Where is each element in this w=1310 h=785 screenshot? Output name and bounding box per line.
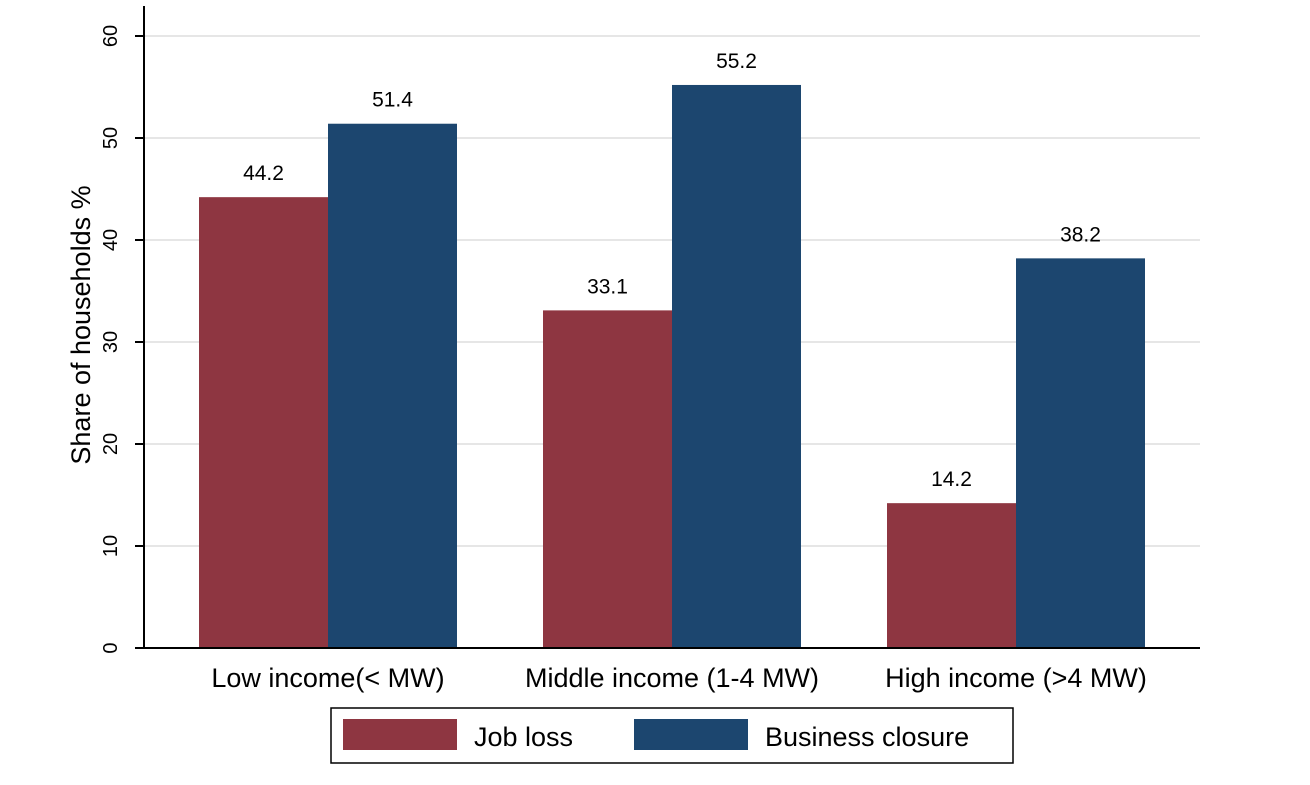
legend-label-business-closure: Business closure (765, 722, 969, 752)
axes (143, 6, 1200, 649)
y-axis-ticks: 0 10 20 30 40 50 60 (100, 25, 144, 654)
data-labels: 44.2 51.4 33.1 55.2 14.2 38.2 (243, 50, 1101, 491)
y-tick-label-0: 0 (100, 642, 122, 653)
y-axis-title: Share of households % (66, 185, 96, 464)
legend: Job loss Business closure (330, 707, 1014, 764)
y-tick-label-20: 20 (100, 433, 122, 455)
y-tick-label-60: 60 (100, 25, 122, 47)
data-label-job-loss-3: 14.2 (931, 468, 972, 491)
data-label-job-loss-2: 33.1 (587, 275, 628, 298)
y-tick-label-50: 50 (100, 127, 122, 149)
x-category-label-2: Middle income (1-4 MW) (525, 663, 819, 693)
data-label-job-loss-1: 44.2 (243, 162, 284, 185)
data-label-business-closure-3: 38.2 (1060, 223, 1101, 246)
y-tick-label-30: 30 (100, 331, 122, 353)
legend-swatch-business-closure (634, 719, 748, 750)
data-label-business-closure-2: 55.2 (716, 50, 757, 73)
bar-job-loss-2 (543, 310, 672, 648)
bar-job-loss-3 (887, 503, 1016, 648)
y-tick-label-40: 40 (100, 229, 122, 251)
y-tick-label-10: 10 (100, 535, 122, 557)
legend-swatch-job-loss (343, 719, 457, 750)
bars (199, 84, 1145, 649)
x-axis-categories: Low income(< MW) Middle income (1-4 MW) Hi… (211, 663, 1147, 693)
bar-business-closure-2 (672, 84, 801, 648)
bar-business-closure-1 (328, 123, 457, 649)
x-category-label-1: Low income(< MW) (211, 663, 444, 693)
bar-business-closure-3 (1016, 258, 1145, 648)
bar-job-loss-1 (199, 197, 328, 648)
legend-label-job-loss: Job loss (474, 722, 573, 752)
x-category-label-3: High income (>4 MW) (885, 663, 1147, 693)
data-label-business-closure-1: 51.4 (372, 89, 413, 112)
